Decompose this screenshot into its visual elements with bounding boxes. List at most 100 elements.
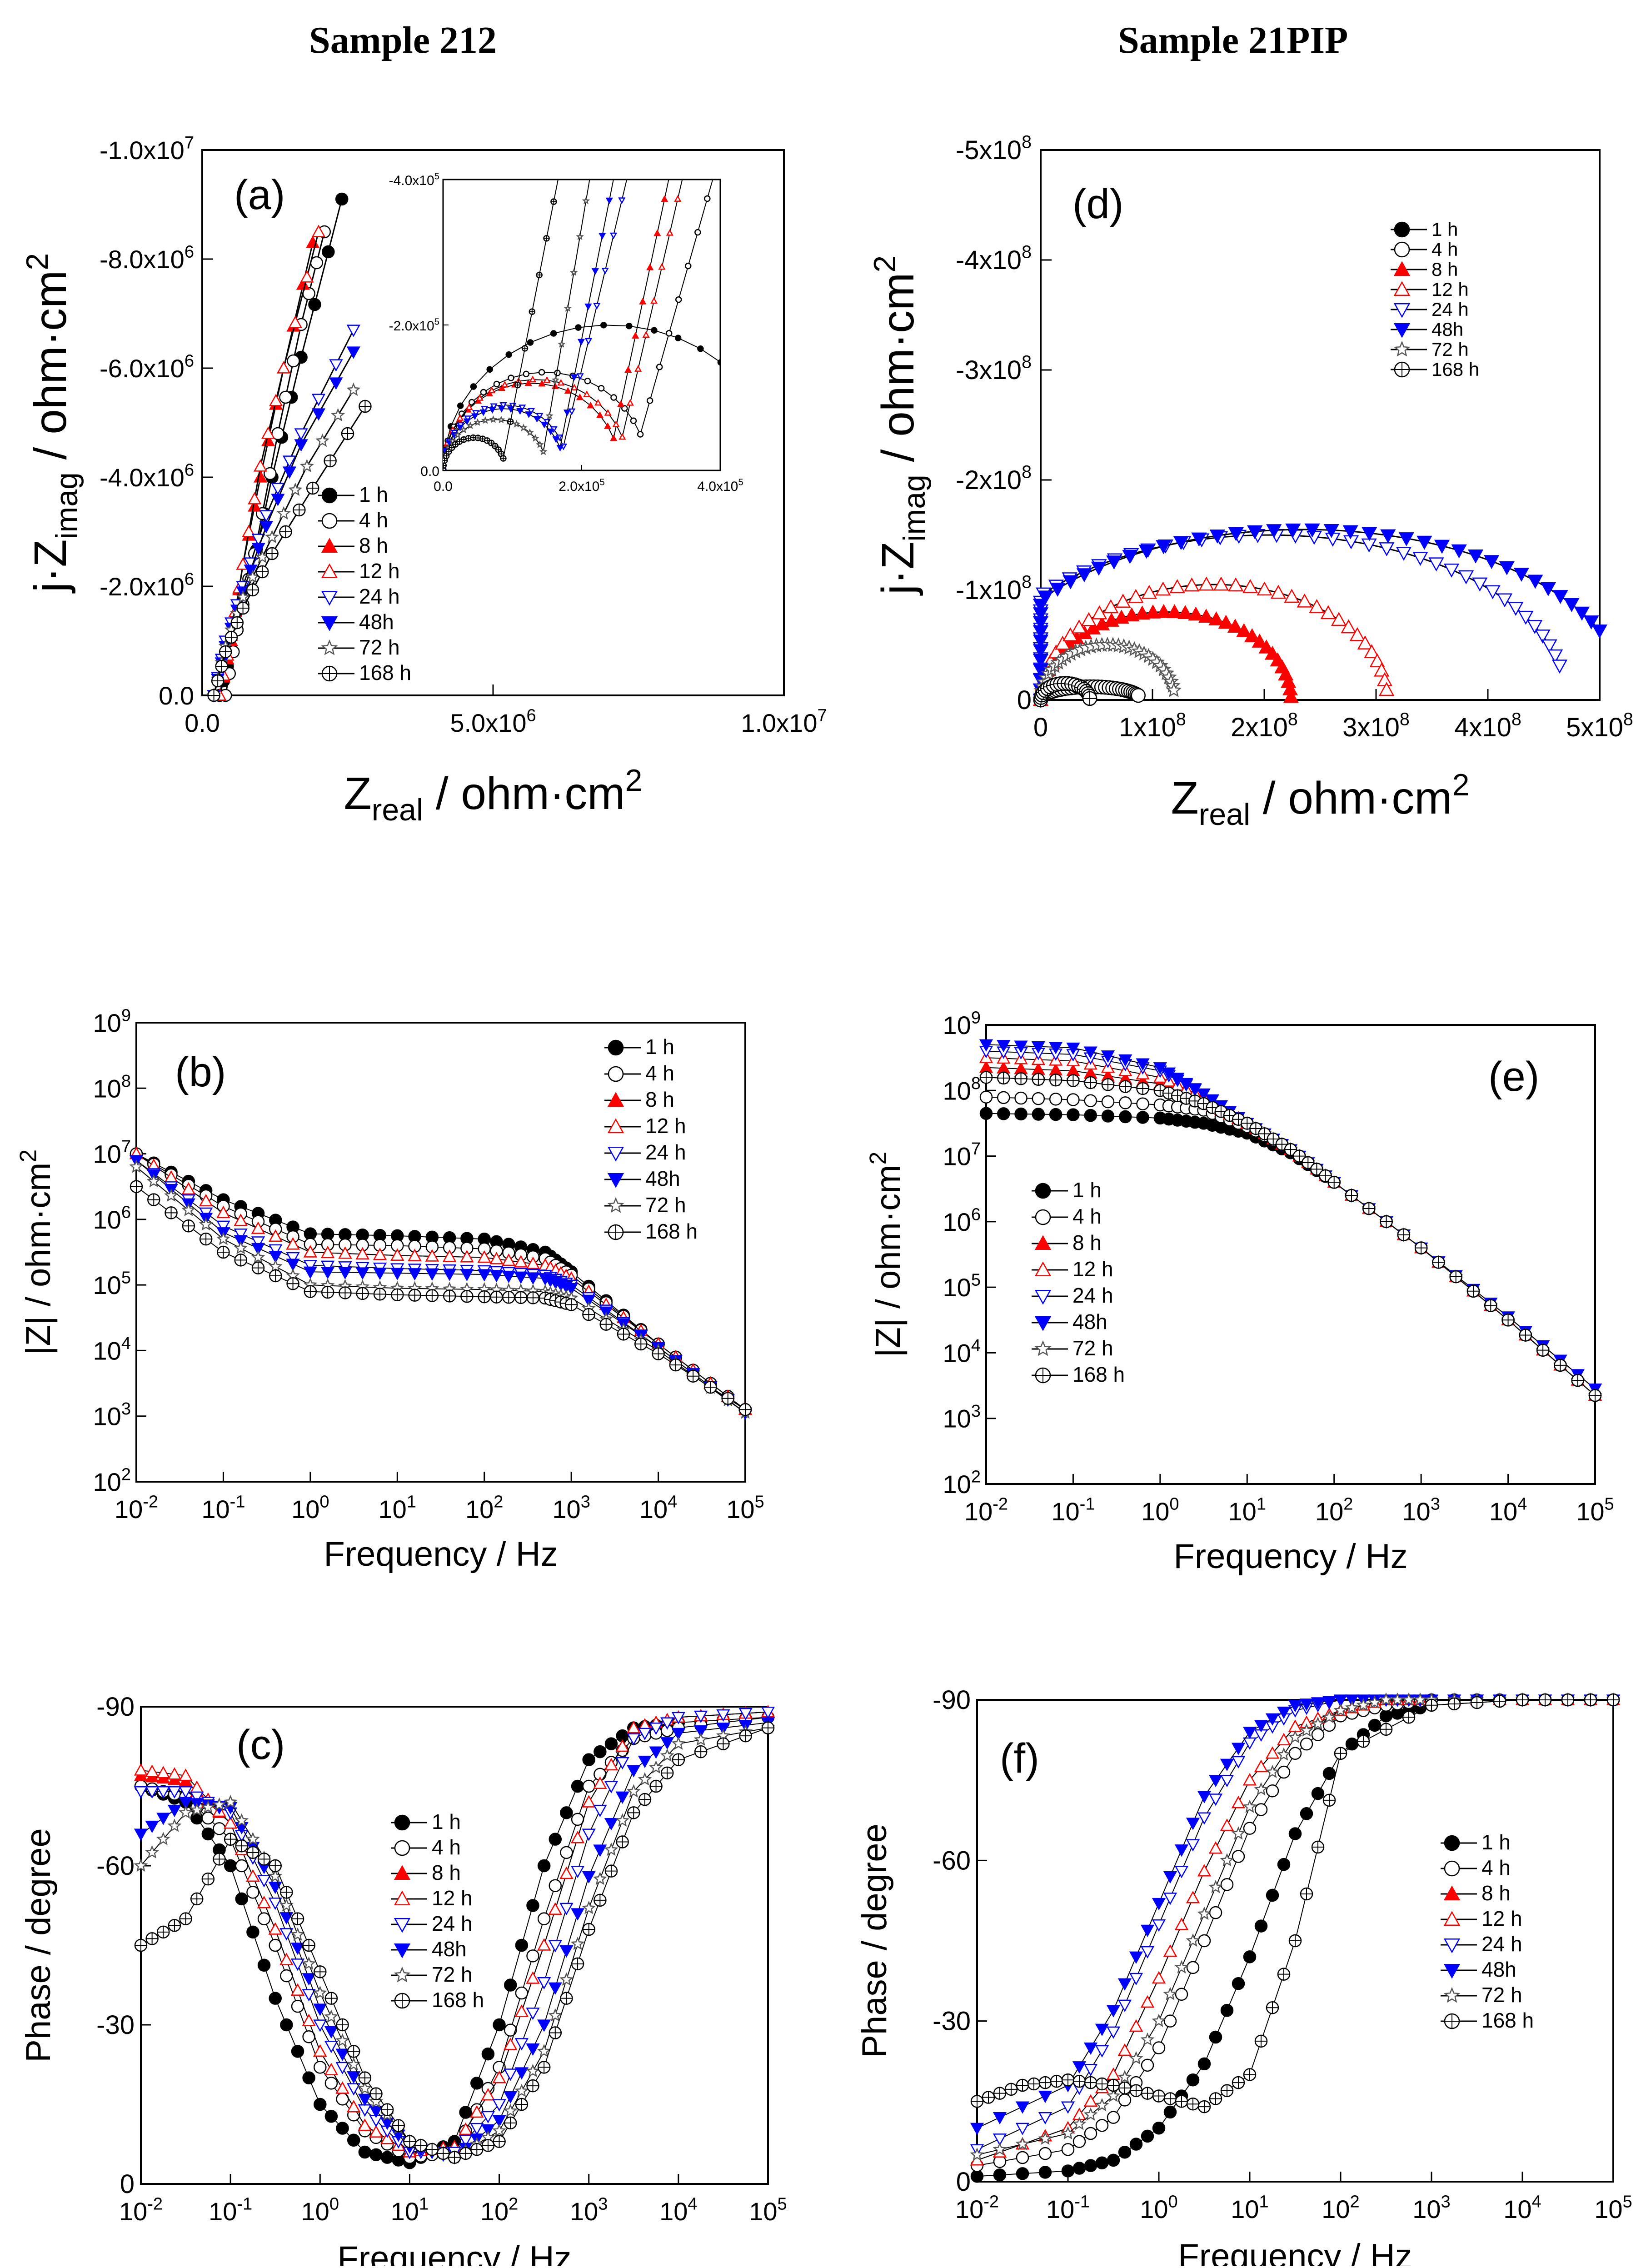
point-c-6-16 bbox=[313, 1985, 327, 1999]
point-e-7-39-cross bbox=[1485, 1299, 1497, 1312]
inset-ytick-label-0: 0.0 bbox=[420, 464, 439, 479]
point-c-6-15 bbox=[302, 1956, 316, 1970]
inset-point-7-20-cross bbox=[515, 382, 521, 388]
point-d-5-42 bbox=[1552, 590, 1568, 604]
inset-point-3-23 bbox=[658, 263, 666, 270]
point-f-1-8 bbox=[1107, 2111, 1120, 2124]
legend-marker-f-4 bbox=[1443, 1938, 1461, 1953]
point-f-7-19-cross bbox=[1187, 2098, 1199, 2110]
point-c-6-13 bbox=[279, 1898, 294, 1912]
point-c-7-5-cross bbox=[191, 1893, 203, 1905]
point-f-0-17 bbox=[1209, 2030, 1222, 2044]
point-a-7-14-cross bbox=[342, 428, 354, 440]
point-f-6-29 bbox=[1345, 1700, 1359, 1714]
inset-point-6-22 bbox=[564, 304, 572, 312]
inset-point-6-18 bbox=[539, 447, 548, 455]
point-f-6-21 bbox=[1254, 1782, 1268, 1796]
point-f-7-39-cross bbox=[1494, 1695, 1506, 1707]
point-c-7-13-cross bbox=[280, 1886, 293, 1898]
point-b-6-1 bbox=[146, 1174, 161, 1188]
point-e-7-33-cross bbox=[1380, 1215, 1392, 1228]
xlabel-b: Frequency / Hz bbox=[324, 1535, 558, 1574]
point-e-5-4 bbox=[1049, 1042, 1063, 1054]
point-c-6-19 bbox=[346, 2057, 361, 2071]
point-f-5-26 bbox=[1311, 1697, 1325, 1710]
point-c-7-3-cross bbox=[168, 1919, 180, 1932]
inset-point-5-9 bbox=[489, 407, 496, 414]
xtick-label-e-3: 101 bbox=[1228, 1494, 1266, 1526]
legend-label-d-3: 12 h bbox=[1432, 279, 1469, 300]
point-c-5-34 bbox=[514, 2067, 529, 2080]
inset-point-5-24 bbox=[599, 233, 606, 240]
inset-point-6-13 bbox=[512, 420, 521, 428]
point-d-4-34 bbox=[1428, 557, 1444, 572]
point-c-0-30 bbox=[470, 2077, 484, 2090]
xtick-label-f-2: 100 bbox=[1140, 2192, 1177, 2223]
xtick-label-d-4: 4x108 bbox=[1454, 709, 1521, 742]
point-e-1-8 bbox=[1119, 1096, 1132, 1109]
inset-point-0-8 bbox=[550, 330, 557, 337]
point-d-4-31 bbox=[1379, 542, 1395, 556]
point-c-7-0-cross bbox=[135, 1939, 147, 1951]
point-a-3-14 bbox=[300, 270, 314, 283]
inset-point-7-16-cross bbox=[495, 447, 501, 453]
point-f-3-22 bbox=[1265, 1746, 1280, 1759]
point-f-4-16 bbox=[1197, 1812, 1212, 1825]
inset-point-2-14 bbox=[576, 393, 584, 400]
ytick-label-a-5: -1.0x107 bbox=[100, 133, 194, 165]
point-f-5-15 bbox=[1186, 1818, 1200, 1830]
point-f-1-3 bbox=[1038, 2147, 1052, 2160]
point-c-7-46-cross bbox=[650, 1780, 662, 1792]
point-b-3-21 bbox=[489, 1252, 504, 1264]
point-e-7-31-cross bbox=[1346, 1189, 1357, 1202]
legend-label-a-0: 1 h bbox=[359, 483, 388, 506]
point-d-5-12 bbox=[1050, 583, 1066, 597]
point-c-6-45 bbox=[638, 1772, 652, 1786]
legend-marker-a-3 bbox=[321, 563, 338, 579]
point-c-1-33 bbox=[504, 2023, 517, 2037]
point-b-3-20 bbox=[477, 1250, 491, 1263]
point-f-5-20 bbox=[1242, 1727, 1257, 1739]
legend-marker-d-4 bbox=[1393, 303, 1411, 318]
ytick-label-b-3: 105 bbox=[93, 1269, 131, 1300]
point-c-7-45-cross bbox=[638, 1793, 651, 1806]
point-c-5-16 bbox=[313, 2003, 327, 2016]
legend-label-f-5: 48h bbox=[1481, 1958, 1516, 1981]
point-f-4-1 bbox=[993, 2133, 1007, 2146]
inset-point-5-17 bbox=[552, 436, 560, 443]
point-f-6-33 bbox=[1390, 1692, 1405, 1706]
legend-label-e-4: 24 h bbox=[1072, 1284, 1113, 1307]
point-c-3-16 bbox=[313, 2044, 327, 2057]
point-e-7-5-cross bbox=[1067, 1074, 1079, 1087]
point-f-4-4 bbox=[1061, 2101, 1075, 2114]
chart-e: 10-2 10-1 100 101 102 103 104 105 102 103 104 105 10… bbox=[865, 1008, 1614, 1576]
legend-marker-c-2 bbox=[394, 1865, 411, 1880]
chart-c: 10-2 10-1 100 101 102 103 104 105 0 -30 -60 -90 Freq… bbox=[19, 1692, 787, 2268]
point-a-6-9 bbox=[265, 530, 279, 544]
point-b-5-16 bbox=[408, 1268, 422, 1281]
point-c-5-18 bbox=[335, 2048, 349, 2061]
point-f-7-29-cross bbox=[1301, 1888, 1312, 1900]
point-b-7-3-cross bbox=[182, 1220, 195, 1232]
point-d-5-40 bbox=[1527, 574, 1543, 589]
inset-point-3-17 bbox=[612, 420, 620, 427]
point-f-6-2 bbox=[1015, 2137, 1030, 2150]
ytick-label-e-5: 107 bbox=[943, 1139, 981, 1171]
point-c-6-46 bbox=[649, 1760, 663, 1774]
point-f-7-1-cross bbox=[983, 2091, 994, 2103]
point-d-4-35 bbox=[1443, 564, 1460, 578]
point-b-3-19 bbox=[460, 1250, 474, 1263]
inset-point-4-8 bbox=[481, 406, 489, 413]
point-c-6-34 bbox=[514, 2083, 529, 2098]
point-d-4-41 bbox=[1518, 610, 1534, 625]
inset-point-3-5 bbox=[465, 403, 473, 410]
point-c-1-37 bbox=[549, 1879, 562, 1892]
point-c-7-28-cross bbox=[449, 2151, 460, 2163]
point-c-3-30 bbox=[470, 2105, 484, 2118]
point-e-0-0 bbox=[979, 1107, 993, 1120]
point-a-4-9 bbox=[259, 510, 273, 523]
point-f-1-24 bbox=[1288, 1747, 1302, 1760]
point-c-5-2 bbox=[156, 1813, 170, 1825]
point-b-7-9-cross bbox=[287, 1278, 299, 1290]
point-d-3-18 bbox=[1198, 576, 1214, 591]
